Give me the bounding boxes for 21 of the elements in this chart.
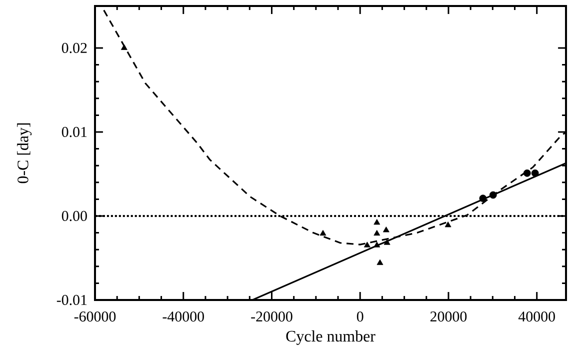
y-tick-label: 0.00 [62, 210, 87, 222]
x-tick-label: -60000 [74, 311, 116, 322]
point [531, 169, 539, 177]
point [320, 230, 326, 236]
point [374, 219, 380, 225]
y-tick-label: -0.01 [56, 294, 87, 306]
point [523, 169, 531, 177]
x-tick-label: -20000 [251, 311, 292, 322]
x-tick-label: 40000 [518, 311, 555, 322]
point [376, 259, 384, 265]
y-tick-label: 0.01 [62, 126, 87, 138]
point [374, 230, 380, 236]
point [364, 242, 370, 248]
x-tick-label: 20000 [430, 311, 467, 322]
y-tick-label: 0.02 [62, 42, 87, 54]
x-tick-label: -40000 [162, 311, 204, 322]
y-axis-title: 0-C [day] [17, 123, 32, 184]
point [444, 222, 452, 228]
x-tick-label: 0 [356, 311, 364, 322]
x-axis-title: Cycle number [286, 330, 376, 345]
point [382, 226, 390, 232]
